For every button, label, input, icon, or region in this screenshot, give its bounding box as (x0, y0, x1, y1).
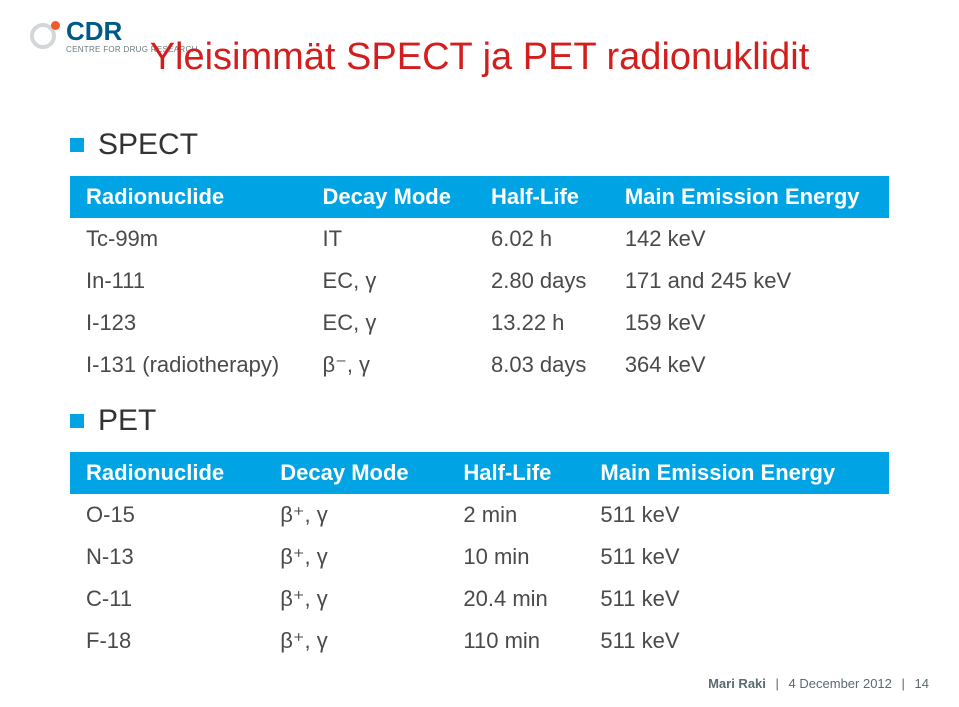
cell: β⁺, γ (264, 494, 447, 536)
footer-sep: | (902, 676, 905, 691)
cell: 364 keV (609, 344, 889, 386)
cell: 171 and 245 keV (609, 260, 889, 302)
cell: β⁺, γ (264, 536, 447, 578)
cell: 13.22 h (475, 302, 609, 344)
col-decay-mode: Decay Mode (307, 176, 475, 218)
col-emission-energy: Main Emission Energy (584, 452, 889, 494)
cell: I-123 (70, 302, 307, 344)
cell: IT (307, 218, 475, 260)
col-radionuclide: Radionuclide (70, 176, 307, 218)
cell: EC, γ (307, 260, 475, 302)
cell: β⁺, γ (264, 620, 447, 662)
content-area: SPECT Radionuclide Decay Mode Half-Life … (70, 110, 889, 662)
cell: 511 keV (584, 536, 889, 578)
cell: EC, γ (307, 302, 475, 344)
spect-heading: SPECT (70, 128, 889, 162)
table-row: O-15 β⁺, γ 2 min 511 keV (70, 494, 889, 536)
cell: O-15 (70, 494, 264, 536)
logo-dot-icon (51, 21, 60, 30)
cell: 10 min (447, 536, 584, 578)
col-half-life: Half-Life (475, 176, 609, 218)
slide-title: Yleisimmät SPECT ja PET radionuklidit (0, 36, 959, 79)
table-header-row: Radionuclide Decay Mode Half-Life Main E… (70, 452, 889, 494)
cell: β⁺, γ (264, 578, 447, 620)
pet-heading: PET (70, 404, 889, 438)
footer: Mari Raki | 4 December 2012 | 14 (708, 676, 929, 691)
footer-author: Mari Raki (708, 676, 766, 691)
table-header-row: Radionuclide Decay Mode Half-Life Main E… (70, 176, 889, 218)
pet-table: Radionuclide Decay Mode Half-Life Main E… (70, 452, 889, 662)
col-emission-energy: Main Emission Energy (609, 176, 889, 218)
cell: 2 min (447, 494, 584, 536)
table-row: I-123 EC, γ 13.22 h 159 keV (70, 302, 889, 344)
cell: In-111 (70, 260, 307, 302)
table-row: I-131 (radiotherapy) β⁻, γ 8.03 days 364… (70, 344, 889, 386)
footer-sep: | (776, 676, 779, 691)
bullet-icon (70, 414, 84, 428)
col-half-life: Half-Life (447, 452, 584, 494)
spect-label: SPECT (98, 128, 198, 162)
cell: 511 keV (584, 620, 889, 662)
table-row: Tc-99m IT 6.02 h 142 keV (70, 218, 889, 260)
cell: I-131 (radiotherapy) (70, 344, 307, 386)
cell: 159 keV (609, 302, 889, 344)
col-radionuclide: Radionuclide (70, 452, 264, 494)
table-row: N-13 β⁺, γ 10 min 511 keV (70, 536, 889, 578)
footer-date: 4 December 2012 (789, 676, 892, 691)
cell: 110 min (447, 620, 584, 662)
cell: 142 keV (609, 218, 889, 260)
cell: C-11 (70, 578, 264, 620)
spect-table: Radionuclide Decay Mode Half-Life Main E… (70, 176, 889, 386)
pet-label: PET (98, 404, 156, 438)
cell: 20.4 min (447, 578, 584, 620)
bullet-icon (70, 138, 84, 152)
cell: Tc-99m (70, 218, 307, 260)
cell: 2.80 days (475, 260, 609, 302)
cell: 8.03 days (475, 344, 609, 386)
col-decay-mode: Decay Mode (264, 452, 447, 494)
cell: F-18 (70, 620, 264, 662)
cell: 6.02 h (475, 218, 609, 260)
footer-page: 14 (915, 676, 929, 691)
table-row: F-18 β⁺, γ 110 min 511 keV (70, 620, 889, 662)
cell: β⁻, γ (307, 344, 475, 386)
cell: N-13 (70, 536, 264, 578)
table-row: C-11 β⁺, γ 20.4 min 511 keV (70, 578, 889, 620)
cell: 511 keV (584, 494, 889, 536)
table-row: In-111 EC, γ 2.80 days 171 and 245 keV (70, 260, 889, 302)
cell: 511 keV (584, 578, 889, 620)
